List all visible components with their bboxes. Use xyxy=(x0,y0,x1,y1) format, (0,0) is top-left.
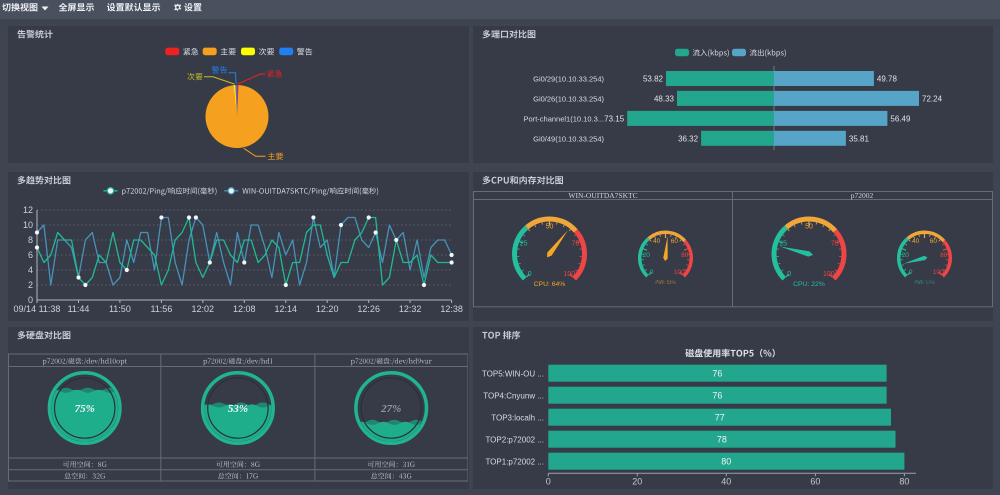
svg-text:8: 8 xyxy=(28,235,33,245)
svg-text:36.32: 36.32 xyxy=(678,134,699,143)
svg-text:0: 0 xyxy=(28,295,33,305)
svg-text:60: 60 xyxy=(671,238,679,245)
svg-text:Gi0/49(10.10.33.254): Gi0/49(10.10.33.254) xyxy=(533,134,604,143)
svg-text:TOP4:Cnyunw ...: TOP4:Cnyunw ... xyxy=(483,392,544,401)
svg-text:78: 78 xyxy=(717,435,727,445)
svg-text:12:20: 12:20 xyxy=(316,304,339,314)
svg-text:09/14 11:38: 09/14 11:38 xyxy=(14,304,61,314)
svg-text:p72002: p72002 xyxy=(851,191,874,200)
svg-text:Port-channel1(10.10.3...: Port-channel1(10.10.3... xyxy=(524,114,604,123)
svg-text:TOP5:WIN-OU ...: TOP5:WIN-OU ... xyxy=(482,370,544,379)
svg-text:0: 0 xyxy=(787,271,791,278)
svg-text:100: 100 xyxy=(674,269,685,276)
svg-text:12:14: 12:14 xyxy=(275,304,298,314)
svg-text:35.81: 35.81 xyxy=(849,134,870,143)
svg-text:48.33: 48.33 xyxy=(654,94,675,103)
svg-text:20: 20 xyxy=(643,252,651,259)
svg-text:27%: 27% xyxy=(380,403,401,415)
svg-text:20: 20 xyxy=(902,252,910,259)
svg-text:49.78: 49.78 xyxy=(877,75,898,84)
svg-text:77: 77 xyxy=(715,413,725,423)
svg-text:80: 80 xyxy=(899,477,909,487)
svg-text:40: 40 xyxy=(653,238,661,245)
svg-text:CPU: 64%: CPU: 64% xyxy=(534,281,566,288)
svg-text:76: 76 xyxy=(712,369,722,379)
svg-text:53%: 53% xyxy=(228,403,248,415)
svg-text:60: 60 xyxy=(810,477,820,487)
svg-text:TOP3:localh ...: TOP3:localh ... xyxy=(491,414,544,423)
svg-text:60: 60 xyxy=(930,238,938,245)
svg-text:0: 0 xyxy=(546,477,551,487)
svg-text:56.49: 56.49 xyxy=(890,114,911,123)
svg-text:12:26: 12:26 xyxy=(357,304,380,314)
svg-text:100: 100 xyxy=(823,271,835,278)
svg-text:Gi0/26(10.10.33.254): Gi0/26(10.10.33.254) xyxy=(533,94,604,103)
svg-text:75: 75 xyxy=(572,241,580,248)
svg-text:12:08: 12:08 xyxy=(233,304,256,314)
svg-text:12: 12 xyxy=(23,205,33,215)
svg-text:12:32: 12:32 xyxy=(399,304,422,314)
svg-text:12:38: 12:38 xyxy=(440,304,463,314)
svg-text:100: 100 xyxy=(933,269,944,276)
svg-text:4: 4 xyxy=(28,265,33,275)
svg-text:40: 40 xyxy=(912,238,920,245)
svg-text:Gi0/29(10.10.33.254): Gi0/29(10.10.33.254) xyxy=(533,75,604,84)
svg-text:50: 50 xyxy=(546,224,554,231)
svg-text:10: 10 xyxy=(23,220,33,230)
svg-text:80: 80 xyxy=(940,252,948,259)
svg-text:0: 0 xyxy=(650,269,654,276)
svg-text:75: 75 xyxy=(831,241,839,248)
svg-text:73.15: 73.15 xyxy=(604,114,625,123)
svg-text:100: 100 xyxy=(563,271,575,278)
svg-text:76: 76 xyxy=(712,391,722,401)
svg-text:2: 2 xyxy=(28,280,33,290)
svg-text:80: 80 xyxy=(721,457,731,467)
svg-text:0: 0 xyxy=(528,271,532,278)
svg-text:20: 20 xyxy=(632,477,642,487)
svg-text:72.24: 72.24 xyxy=(922,94,943,103)
svg-text:CPU: 22%: CPU: 22% xyxy=(793,281,825,288)
svg-text:53.82: 53.82 xyxy=(643,75,664,84)
svg-text:11:56: 11:56 xyxy=(150,304,172,314)
svg-text:TOP1:p72002 ...: TOP1:p72002 ... xyxy=(485,458,544,467)
svg-text:40: 40 xyxy=(721,477,731,487)
svg-text:0: 0 xyxy=(909,269,913,276)
svg-text:11:44: 11:44 xyxy=(68,304,90,314)
svg-text:11:50: 11:50 xyxy=(109,304,131,314)
svg-text:80: 80 xyxy=(681,252,689,259)
svg-text:50: 50 xyxy=(805,224,813,231)
svg-text:75%: 75% xyxy=(75,403,95,415)
svg-text:12:02: 12:02 xyxy=(192,304,215,314)
svg-text:WIN-OUITDA7SKTC: WIN-OUITDA7SKTC xyxy=(568,191,637,200)
svg-text:TOP2:p72002 ...: TOP2:p72002 ... xyxy=(485,436,544,445)
svg-text:25: 25 xyxy=(520,241,528,248)
svg-text:6: 6 xyxy=(28,250,33,260)
svg-text:25: 25 xyxy=(779,241,787,248)
